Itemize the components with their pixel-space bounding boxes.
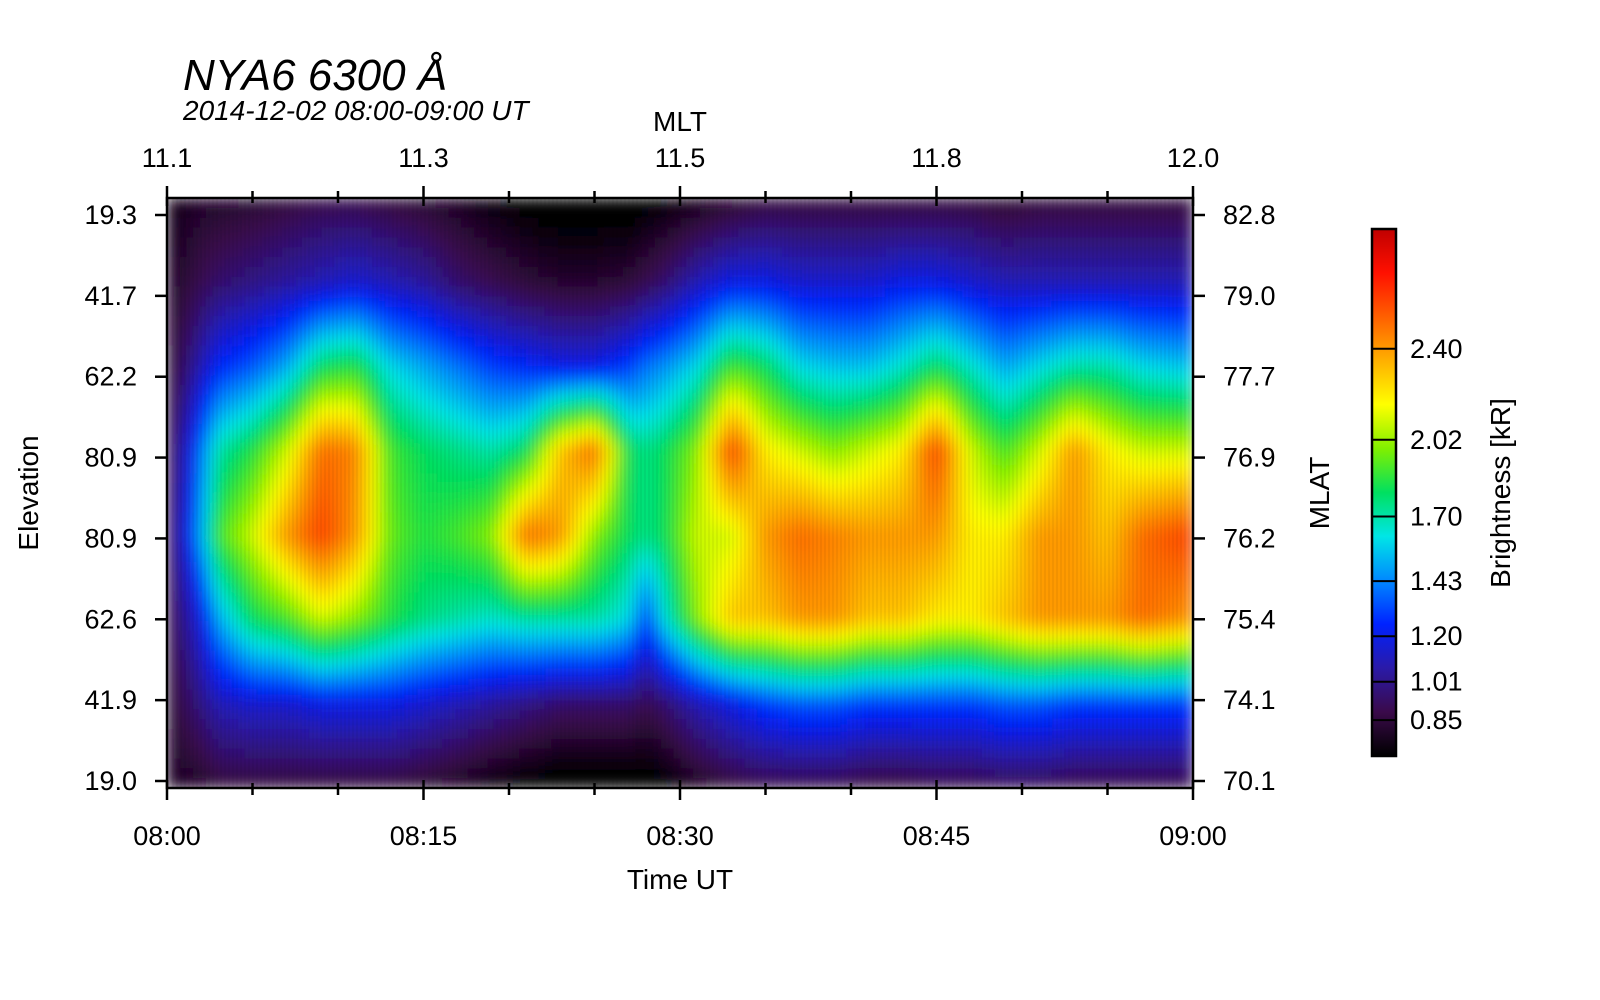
heatmap-image [167, 198, 1193, 788]
chart-subtitle: 2014-12-02 08:00-09:00 UT [182, 95, 530, 126]
chart-title: NYA6 6300 Å [183, 51, 447, 100]
